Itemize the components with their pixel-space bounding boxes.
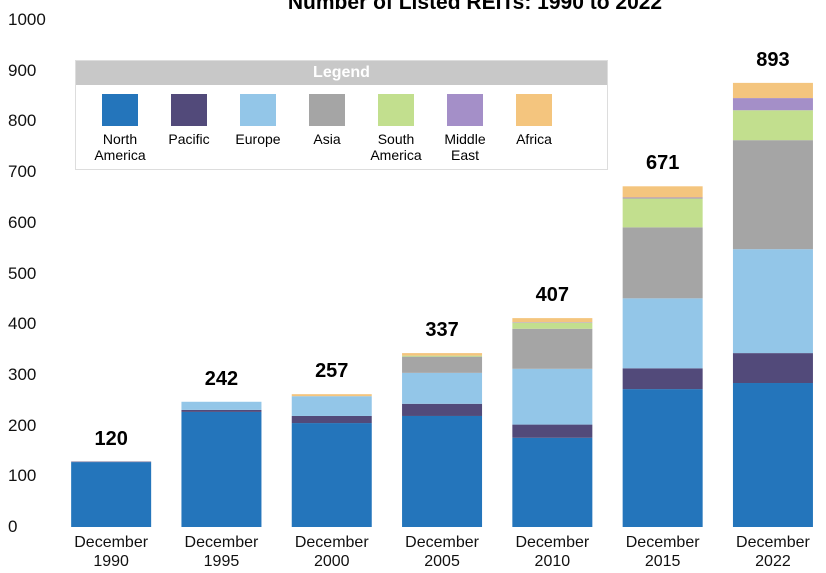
bar-segment [512, 424, 593, 438]
legend-title: Legend [76, 61, 607, 85]
legend-swatch [516, 94, 552, 126]
bar-segment [732, 249, 813, 354]
legend-label: Africa [516, 131, 552, 147]
y-tick-label: 800 [8, 111, 37, 131]
bar-segment [622, 197, 703, 199]
legend-label: Asia [313, 131, 341, 147]
y-tick-label: 200 [8, 415, 37, 435]
bar-segment [402, 356, 483, 373]
bar-segment [291, 415, 372, 424]
total-label: 257 [315, 360, 349, 383]
bar-segment [71, 462, 152, 527]
total-label: 337 [425, 319, 459, 342]
bar-segment [71, 461, 152, 463]
legend-label: Europe [235, 131, 281, 147]
bar-segment [512, 437, 593, 527]
y-tick-label: 600 [8, 212, 37, 232]
legend-box: Legend North America Pacific Europe Asia Sou… [75, 60, 608, 170]
x-tick-label: December 2010 [515, 534, 590, 570]
bar-segment [402, 355, 483, 357]
y-tick-label: 400 [8, 314, 37, 334]
legend-label: North America [94, 131, 146, 163]
bar-segment [622, 389, 703, 527]
total-label: 120 [94, 427, 128, 450]
bar-segment [622, 186, 703, 198]
bar-segment [732, 353, 813, 384]
bar-segment [622, 198, 703, 228]
bar-segment [291, 423, 372, 527]
bar-segment [732, 98, 813, 111]
x-tick-label: December 2000 [294, 534, 369, 570]
bar-segment [402, 415, 483, 527]
bar-segment [181, 401, 262, 410]
legend-label: Middle East [444, 131, 486, 163]
legend-swatch [102, 94, 138, 126]
y-tick-label: 0 [8, 517, 18, 536]
x-tick-label: December 2005 [405, 534, 479, 570]
y-tick-label: 1000 [8, 10, 46, 29]
bar-segment [622, 298, 703, 369]
y-tick-label: 500 [8, 263, 37, 283]
bar-segment [291, 394, 372, 397]
bar-segment [512, 322, 593, 323]
bar-segment [402, 403, 483, 416]
bar-segment [402, 372, 483, 404]
x-tick-label: December 2015 [625, 534, 700, 570]
bar-segment [732, 110, 813, 141]
y-tick-label: 100 [8, 466, 37, 486]
total-label: 407 [535, 284, 570, 307]
x-tick-label: December 1990 [74, 534, 149, 570]
bar-segment [291, 396, 372, 416]
y-tick-label: 900 [8, 60, 37, 80]
x-tick-label: December 2022 [736, 534, 810, 570]
y-tick-label: 700 [8, 162, 37, 182]
legend-label: South America [370, 131, 422, 163]
bar-segment [732, 82, 813, 99]
bar-segment [732, 383, 813, 527]
bar-segment [512, 368, 593, 425]
legend-swatch [171, 94, 207, 126]
legend-swatch [240, 94, 276, 126]
legend-swatch [309, 94, 345, 126]
bar-segment [512, 318, 593, 323]
bar-segment [512, 322, 593, 329]
total-label: 671 [645, 152, 680, 175]
legend-swatch [378, 94, 414, 126]
bar-segment [622, 368, 703, 390]
legend-label: Pacific [168, 131, 210, 147]
legend-swatch [447, 94, 483, 126]
bar-segment [732, 140, 813, 250]
bar-segment [512, 328, 593, 369]
bar-segment [622, 227, 703, 299]
y-tick-label: 300 [8, 364, 37, 384]
total-label: 242 [204, 367, 239, 390]
x-tick-label: December 1995 [184, 534, 259, 570]
chart-title: Number of Listed REITs: 1990 to 2022 [287, 0, 663, 14]
total-label: 893 [756, 48, 790, 71]
bar-segment [181, 409, 262, 412]
bar-segment [402, 353, 483, 356]
bar-segment [181, 411, 262, 527]
